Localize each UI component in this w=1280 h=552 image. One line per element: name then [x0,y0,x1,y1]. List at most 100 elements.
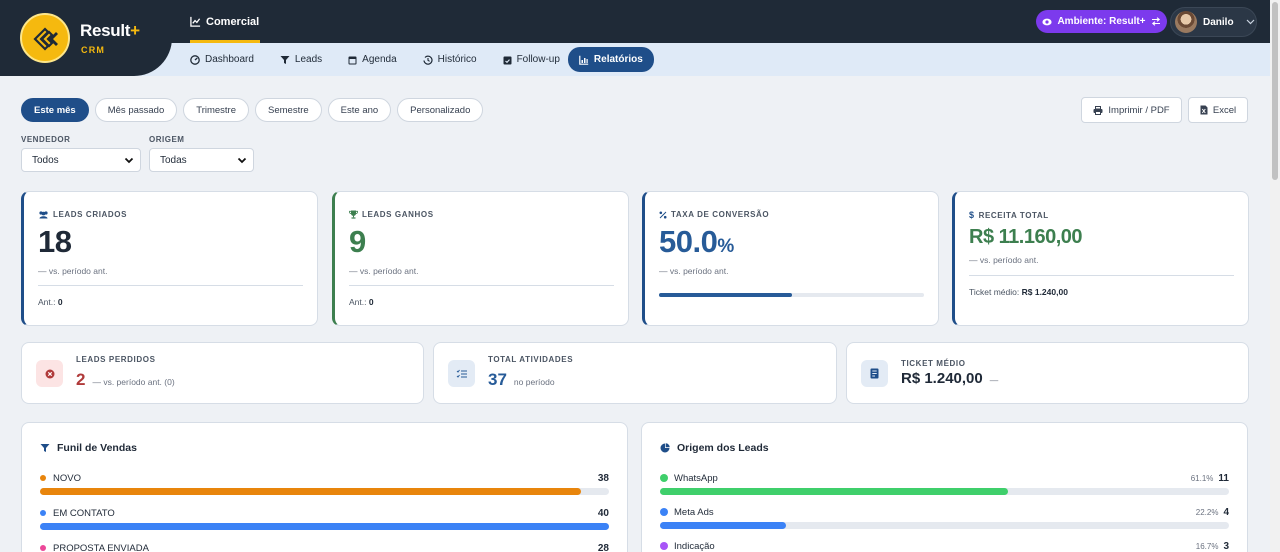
kpi-value: R$ 11.160,00 [969,226,1083,248]
source-percent: 16.7% [1195,541,1219,551]
source-count: 4 [1223,506,1229,518]
mini-label: TOTAL ATIVIDADES [488,355,574,364]
period-semestre[interactable]: Semestre [255,98,322,122]
brand-name: Result+ [80,21,140,40]
source-color-dot [660,508,668,516]
stage-label: PROPOSTA ENVIADA [53,542,149,552]
period-este-ano[interactable]: Este ano [327,98,392,122]
mini-label: TICKET MÉDIO [901,359,966,368]
printer-icon [1093,105,1103,115]
kpi-value: 9 [349,224,366,259]
calendar-check-icon [503,56,512,64]
file-excel-icon [1200,105,1208,115]
users-icon [39,210,48,218]
chevron-down-icon [1246,19,1254,25]
period-personalizado[interactable]: Personalizado [397,98,484,122]
kpi-label-text: TAXA DE CONVERSÃO [671,210,770,219]
source-color-dot [660,542,668,550]
subnav-historico[interactable]: Histórico [423,47,477,72]
source-count: 11 [1218,472,1229,484]
stage-bar [40,523,609,530]
dollar-icon: $ [969,210,975,220]
lead-source-row: Meta Ads 22.2% 4 [660,505,1229,529]
source-label: WhatsApp [674,472,718,484]
chevron-down-icon [124,157,134,164]
funnel-stage-row: EM CONTATO 40 [40,506,609,530]
source-label: Meta Ads [674,506,714,518]
divider [38,285,303,286]
source-bar [660,522,1229,529]
scrollbar-thumb[interactable] [1272,2,1278,180]
kpi-leads-criados: LEADS CRIADOS 18 — vs. período ant. Ant.… [21,191,318,326]
kpi-delta: — vs. período ant. [349,266,419,276]
logo-mark-icon [20,13,70,63]
kpi-previous: Ant.: 0 [349,297,374,307]
progress-fill [659,293,792,297]
panel-title: Origem dos Leads [677,442,769,454]
mini-value: 2 [76,370,86,389]
mini-sub: — [989,375,999,385]
period-este-mes[interactable]: Este mês [21,98,89,122]
brand-logo[interactable]: Result+ CRM [0,0,172,76]
subnav-leads[interactable]: Leads [280,47,322,72]
swap-icon [1151,17,1160,26]
card-leads-perdidos: LEADS PERDIDOS 2 — vs. período ant. (0) [21,342,424,404]
kpi-previous: Ant.: 0 [38,297,63,307]
environment-switch-button[interactable]: Ambiente: Result+ [1036,10,1167,33]
receipt-icon [861,360,888,387]
kpi-delta: — vs. período ant. [969,255,1039,265]
print-pdf-button[interactable]: Imprimir / PDF [1081,97,1182,123]
page-scrollbar[interactable] [1270,0,1280,552]
brand-subtitle: CRM [81,45,106,55]
lead-source-panel: Origem dos Leads WhatsApp 61.1% 11 Meta Ads… [641,422,1248,552]
kpi-label-text: LEADS CRIADOS [53,210,128,219]
trophy-icon [349,210,358,219]
card-total-atividades: TOTAL ATIVIDADES 37 no período [433,342,837,404]
funnel-stage-row: PROPOSTA ENVIADA 28 [40,541,609,552]
divider [969,275,1234,276]
funnel-icon [40,444,50,452]
excel-export-button[interactable]: Excel [1188,97,1248,123]
stage-count: 38 [597,472,609,484]
period-trimestre[interactable]: Trimestre [183,98,250,122]
vendedor-label: VENDEDOR [21,135,71,144]
origem-label: ORIGEM [149,135,185,144]
active-tab-indicator [190,40,260,43]
kpi-value: 18 [38,224,72,259]
subnav-follow-up[interactable]: Follow-up [503,47,560,72]
chevron-down-icon [237,157,247,164]
vendedor-select[interactable]: Todos [21,148,141,172]
mini-value: 37 [488,370,507,389]
stage-bar-fill [40,523,609,530]
source-percent: 22.2% [1195,507,1219,517]
kpi-ticket-medio: Ticket médio: R$ 1.240,00 [969,287,1068,297]
funnel-stage-row: NOVO 38 [40,471,609,495]
kpi-delta: — vs. período ant. [659,266,729,276]
period-filter: Este mês Mês passado Trimestre Semestre … [21,98,484,122]
stage-color-dot [40,545,46,551]
stage-bar [40,488,609,495]
task-list-icon [448,360,475,387]
origem-select[interactable]: Todas [149,148,254,172]
source-bar-fill [660,488,1008,495]
subnav-dashboard[interactable]: Dashboard [190,47,254,72]
avatar [1175,11,1197,33]
source-bar-fill [660,522,787,529]
divider [349,285,614,286]
mini-sub: — vs. período ant. (0) [92,377,175,387]
user-menu[interactable]: Danilo [1170,7,1257,37]
source-bar [660,488,1229,495]
source-percent: 61.1% [1190,473,1214,483]
stage-color-dot [40,510,46,516]
subnav-relatorios[interactable]: Relatórios [567,47,654,72]
report-subnav: Dashboard Leads Agenda Histórico Follow-… [190,47,654,72]
mini-value: R$ 1.240,00 [901,370,983,387]
percent-icon [659,211,667,218]
chart-icon [579,55,589,65]
subnav-agenda[interactable]: Agenda [348,47,397,72]
tab-comercial[interactable]: Comercial [190,0,259,43]
stage-bar-fill [40,488,581,495]
source-count: 3 [1223,540,1229,552]
period-mes-passado[interactable]: Mês passado [94,98,178,122]
sales-funnel-panel: Funil de Vendas NOVO 38 EM CONTATO 40 PROPOS… [21,422,628,552]
